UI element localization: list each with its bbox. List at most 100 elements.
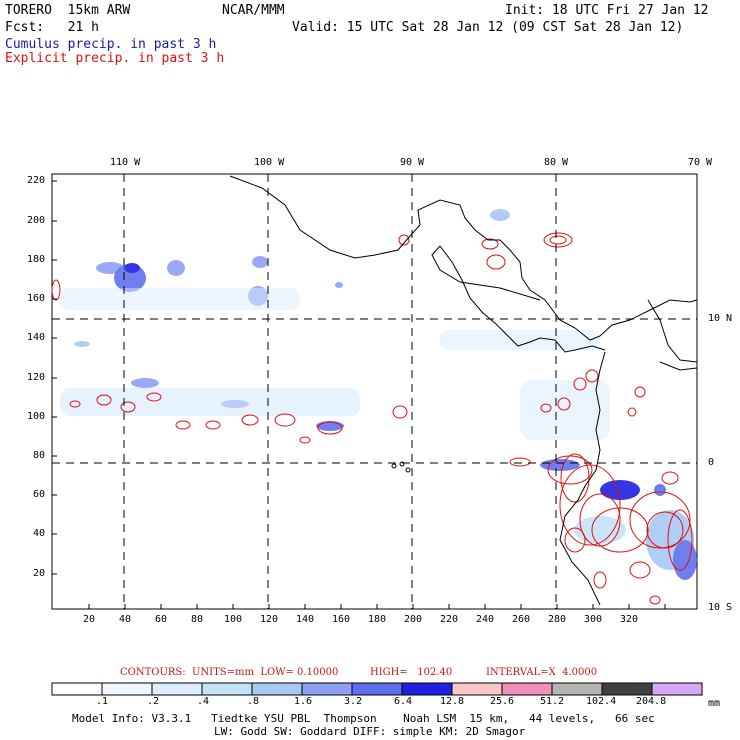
cumulus-cell [600,480,640,500]
cbar-tick: .1 [96,696,109,707]
cbar-swatch [201,682,253,696]
coastline [559,351,606,606]
x-tick-label: 160 [332,614,351,625]
cbar-tick: 204.8 [636,696,667,707]
y-tick-label: 160 [27,293,46,304]
cbar-tick: .8 [247,696,260,707]
explicit-precip-layer [51,232,693,605]
light-band [60,288,300,310]
cumulus-cell [131,378,159,388]
x-tick-label: 140 [296,614,315,625]
contour [661,471,679,485]
contour [241,414,259,426]
forecast-hour: Fcst: 21 h [5,20,99,35]
contour [481,238,499,250]
cumulus-cell [335,282,343,288]
cumulus-cell [574,516,626,544]
tick-marks [52,180,666,609]
contour [667,509,693,571]
lon-label: 110 W [110,157,141,168]
contour [299,436,311,444]
cumulus-cell [540,459,580,471]
cbar-swatch [501,682,553,696]
lon-label: 70 W [688,157,713,168]
y-tick-label: 220 [27,175,46,186]
y-tick-label: 180 [27,254,46,265]
x-tick-label: 300 [584,614,603,625]
lat-label: 10 N [708,313,733,324]
contour [629,561,651,579]
coastline [439,245,606,353]
x-tick-label: 40 [119,614,132,625]
contour [634,386,646,398]
cbar-tick: .2 [147,696,160,707]
cumulus-cell [490,209,510,221]
x-tick-label: 80 [191,614,204,625]
lon-label: 80 W [544,157,569,168]
x-tick-label: 180 [368,614,387,625]
cbar-tick: 12.8 [440,696,465,707]
contour [274,413,296,427]
legend-explicit: Explicit precip. in past 3 h [5,51,225,66]
x-tick-label: 200 [404,614,423,625]
contour [205,420,221,430]
contour [560,453,590,503]
lon-label: 100 W [254,157,285,168]
lat-label: 0 [708,457,715,468]
valid-time: Valid: 15 UTC Sat 28 Jan 12 (09 CST Sat … [292,20,684,35]
coastline [431,245,541,301]
y-tick-label: 60 [33,489,46,500]
coastlines [229,175,698,606]
cbar-swatch [601,682,653,696]
cbar-tick: 1.6 [294,696,313,707]
contour [627,407,637,417]
y-tick-label: 120 [27,372,46,383]
light-band [440,330,600,350]
contour [96,394,112,406]
contour-interval: INTERVAL=X 4.0000 [486,667,598,678]
contour [646,511,684,549]
cbar-swatch [551,682,603,696]
cbar-swatch [51,682,103,696]
contour-info: CONTOURS: UNITS=mm LOW= 0.10000 [120,667,339,678]
legend-cumulus: Cumulus precip. in past 3 h [5,37,217,52]
cbar-swatch [401,682,453,696]
cbar-swatch [651,682,703,696]
contour [120,401,136,413]
cbar-tick: 6.4 [394,696,413,707]
contour [175,420,191,430]
contour [392,405,408,419]
contour [51,279,61,301]
cbar-swatch [151,682,203,696]
cbar-swatch [251,682,303,696]
cumulus-cell [124,263,140,273]
x-tick-label: 100 [224,614,243,625]
contour [543,232,573,248]
y-tick-label: 80 [33,450,46,461]
x-tick-label: 280 [548,614,567,625]
org-label: NCAR/MMM [222,3,285,18]
contour [557,397,571,411]
model-title: TORERO 15km ARW [5,3,131,18]
init-time: Init: 18 UTC Fri 27 Jan 12 [505,3,709,18]
y-tick-label: 200 [27,215,46,226]
island [391,463,397,469]
model-info: Model Info: V3.3.1 Tiedtke YSU PBL Thomp… [72,712,655,725]
contour [559,464,621,546]
coastline [659,361,698,371]
contour [486,254,506,270]
cbar-units: mm [708,698,721,709]
contour [146,392,162,402]
cbar-swatch [451,682,503,696]
cumulus-cell [167,260,185,276]
x-tick-label: 120 [260,614,279,625]
coastline [647,299,698,363]
color-bar [51,682,703,696]
cumulus-cell [654,484,666,496]
contour [585,369,599,383]
x-tick-label: 260 [512,614,531,625]
y-tick-label: 20 [33,568,46,579]
island [399,461,405,467]
x-tick-label: 240 [476,614,495,625]
